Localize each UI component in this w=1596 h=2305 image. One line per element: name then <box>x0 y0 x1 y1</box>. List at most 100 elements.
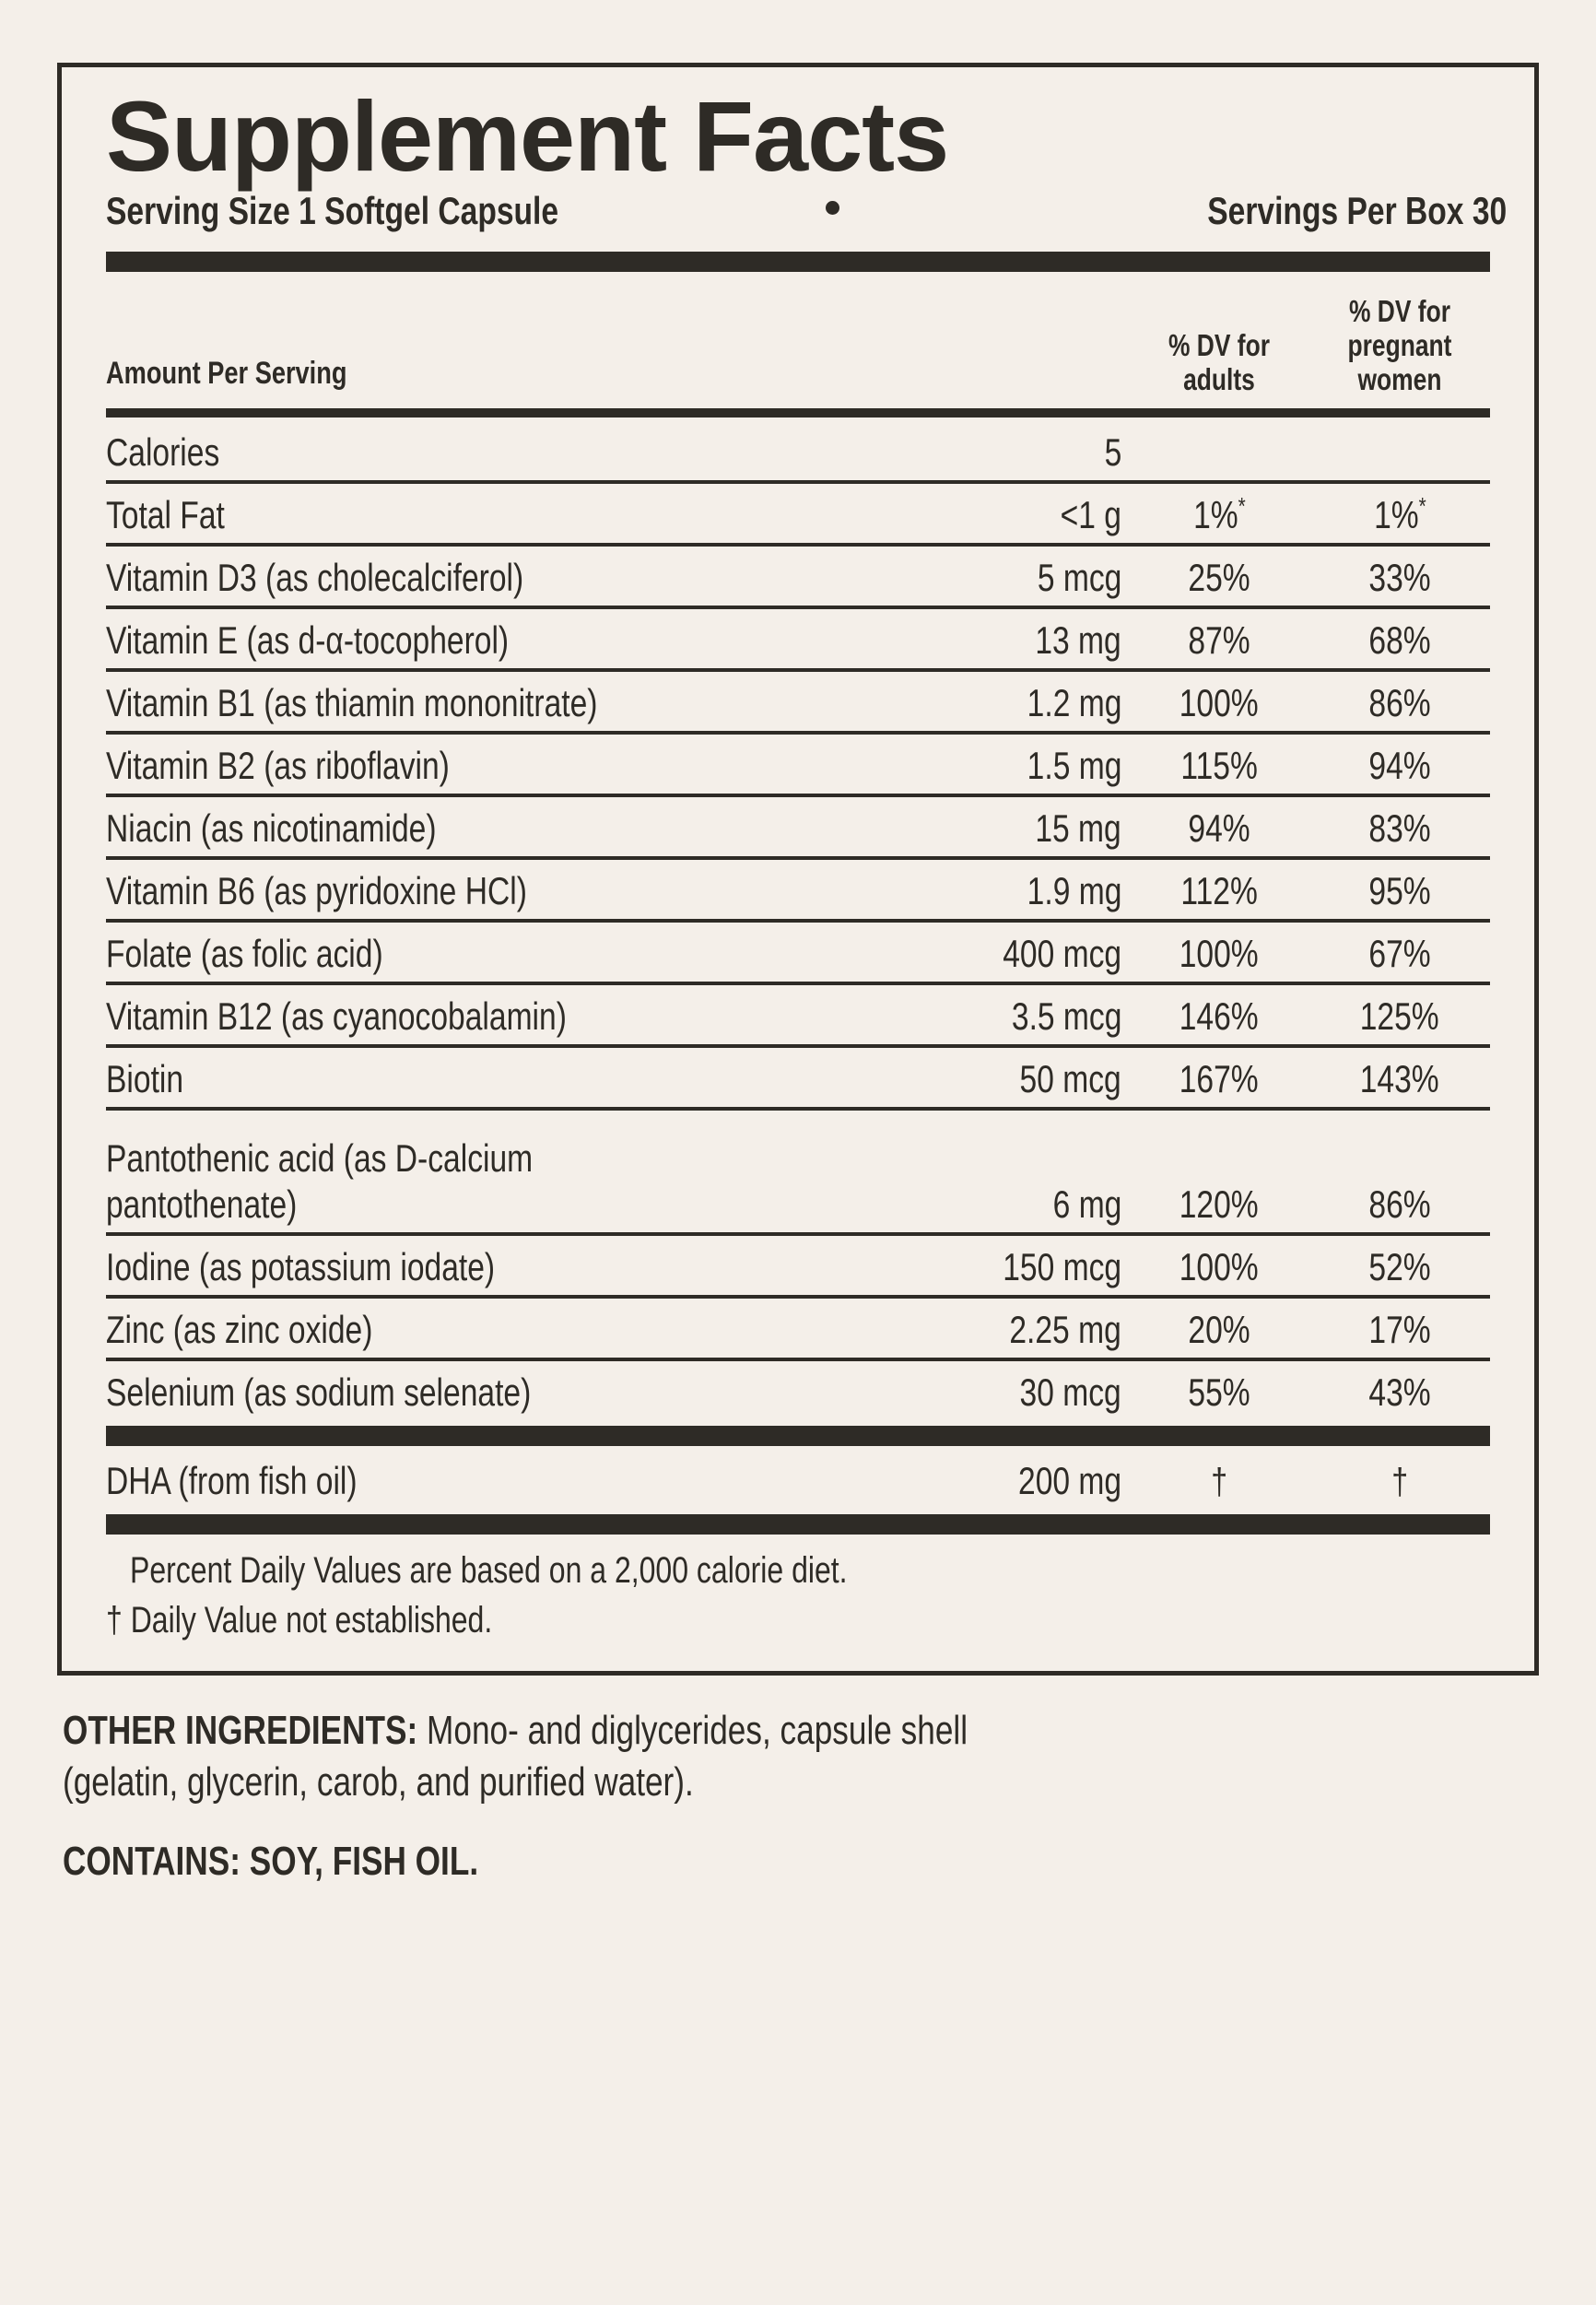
nutrient-dv-pregnant: 86% <box>1368 1182 1431 1227</box>
nutrient-dv-adults: 112% <box>1180 869 1258 913</box>
nutrient-dv-adults: 55% <box>1188 1370 1250 1415</box>
nutrient-amount: 1.5 mg <box>1027 744 1121 788</box>
nutrient-amount: 200 mg <box>1017 1459 1121 1503</box>
nutrient-amount: 400 mcg <box>1003 932 1121 976</box>
nutrient-dv-adults: 115% <box>1180 744 1258 788</box>
supplement-facts-panel: Supplement Facts Serving Size 1 Softgel … <box>57 63 1539 1676</box>
table-row: Pantothenic acid (as D-calcium pantothen… <box>106 1107 1490 1232</box>
nutrient-amount: 6 mg <box>1052 1182 1121 1227</box>
nutrient-dv-pregnant: 17% <box>1368 1308 1431 1352</box>
nutrient-dv-adults <box>1129 430 1309 480</box>
serving-size: Serving Size 1 Softgel Capsule <box>106 189 672 233</box>
bullet-dot-icon <box>826 201 840 216</box>
nutrient-name: Vitamin E (as d-α-tocopherol) <box>106 618 510 663</box>
nutrient-dv-adults: 146% <box>1179 994 1259 1039</box>
table-row: Folate (as folic acid) 400 mcg 100% 67% <box>106 919 1490 982</box>
table-row: Total Fat <1 g 1%* 1%* <box>106 480 1490 543</box>
other-ingredients-section: OTHER INGREDIENTS: Mono- and diglyceride… <box>63 1707 1539 1889</box>
nutrients-table: Calories 5 Total Fat <1 g 1%* 1%* Vitami… <box>106 417 1490 1420</box>
nutrient-dv-adults: † <box>1211 1462 1227 1503</box>
other-ingredients-heading: OTHER INGREDIENTS: <box>63 1708 418 1754</box>
nutrient-dv-pregnant: 95% <box>1368 869 1431 913</box>
table-row: Vitamin B6 (as pyridoxine HCl) 1.9 mg 11… <box>106 856 1490 919</box>
divider-under-headers <box>106 408 1490 418</box>
nutrient-dv-pregnant: 143% <box>1360 1057 1439 1101</box>
other-ingredients-line-2: (gelatin, glycerin, carob, and purified … <box>63 1758 1539 1810</box>
nutrient-dv-adults: 25% <box>1188 556 1250 600</box>
nutrient-dv-adults: 100% <box>1179 1245 1259 1289</box>
nutrient-dv-adults: 120% <box>1179 1182 1259 1227</box>
divider-thick-top <box>106 252 1490 273</box>
nutrient-name: Folate (as folic acid) <box>106 932 383 976</box>
page-title: Supplement Facts <box>106 80 949 192</box>
nutrient-dv-adults: 20% <box>1188 1308 1250 1352</box>
nutrient-amount: 3.5 mcg <box>1011 994 1121 1039</box>
separator-dot-wrap <box>672 201 1132 216</box>
table-row: Vitamin E (as d-α-tocopherol) 13 mg 87% … <box>106 606 1490 668</box>
serving-info-row: Serving Size 1 Softgel Capsule Servings … <box>106 189 1507 241</box>
other-ingredients-text-1: Mono- and diglycerides, capsule shell <box>427 1708 968 1754</box>
table-row: Vitamin B12 (as cyanocobalamin) 3.5 mcg … <box>106 982 1490 1044</box>
table-row: Vitamin B2 (as riboflavin) 1.5 mg 115% 9… <box>106 731 1490 794</box>
other-ingredients-text-2: (gelatin, glycerin, carob, and purified … <box>63 1759 694 1805</box>
table-row: Niacin (as nicotinamide) 15 mg 94% 83% <box>106 794 1490 856</box>
table-row: Vitamin D3 (as cholecalciferol) 5 mcg 25… <box>106 543 1490 606</box>
nutrient-dv-pregnant: 1%* <box>1373 492 1426 537</box>
nutrient-amount: 1.9 mg <box>1027 869 1121 913</box>
nutrient-amount: 50 mcg <box>1019 1057 1121 1101</box>
footnote-star: * <box>1238 492 1246 521</box>
dv-pregnant-header: % DV for pregnant women <box>1347 294 1452 397</box>
nutrient-dv-adults: 87% <box>1188 618 1250 663</box>
nutrient-name: DHA (from fish oil) <box>106 1459 358 1503</box>
nutrient-name: Vitamin B2 (as riboflavin) <box>106 744 450 788</box>
nutrient-amount: 30 mcg <box>1019 1370 1121 1415</box>
nutrient-name: Pantothenic acid (as D-calcium pantothen… <box>106 1136 534 1226</box>
nutrient-name: Biotin <box>106 1057 184 1101</box>
servings-per-container: Servings Per Box 30 <box>1132 189 1507 233</box>
nutrient-name: Selenium (as sodium selenate) <box>106 1370 532 1415</box>
nutrient-amount: <1 g <box>1060 493 1121 537</box>
nutrient-amount: 2.25 mg <box>1009 1308 1121 1352</box>
nutrient-name: Total Fat <box>106 493 225 537</box>
footnote-star: * <box>1418 492 1426 521</box>
nutrient-dv-pregnant: † <box>1391 1462 1408 1503</box>
nutrient-amount: 5 <box>1104 430 1121 475</box>
nutrient-name: Calories <box>106 430 220 475</box>
nutrient-dv-pregnant: 67% <box>1368 932 1431 976</box>
table-row: Calories 5 <box>106 417 1490 480</box>
nutrient-dv-adults: 100% <box>1179 681 1259 725</box>
table-row: Zinc (as zinc oxide) 2.25 mg 20% 17% <box>106 1295 1490 1358</box>
footnote-daily-values: Percent Daily Values are based on a 2,00… <box>130 1550 848 1592</box>
nutrient-name: Niacin (as nicotinamide) <box>106 806 437 851</box>
divider-thick-after-dha <box>106 1514 1490 1535</box>
table-column-headers: Amount Per Serving % DV for adults % DV … <box>106 272 1490 408</box>
nutrient-name: Vitamin D3 (as cholecalciferol) <box>106 556 524 600</box>
nutrient-amount: 1.2 mg <box>1027 681 1121 725</box>
servings-per-container-text: Servings Per Box 30 <box>1207 189 1507 233</box>
footnotes: Percent Daily Values are based on a 2,00… <box>106 1535 1490 1647</box>
table-row: Biotin 50 mcg 167% 143% <box>106 1044 1490 1107</box>
nutrient-dv-adults: 94% <box>1188 806 1250 851</box>
nutrient-name: Zinc (as zinc oxide) <box>106 1308 373 1352</box>
nutrient-name: Vitamin B12 (as cyanocobalamin) <box>106 994 567 1039</box>
nutrient-dv-pregnant <box>1309 430 1490 480</box>
serving-size-text: Serving Size 1 Softgel Capsule <box>106 189 559 233</box>
nutrient-dv-adults: 167% <box>1179 1057 1259 1101</box>
other-ingredients-line-1: OTHER INGREDIENTS: Mono- and diglyceride… <box>63 1707 1539 1758</box>
nutrient-dv-pregnant: 33% <box>1368 556 1431 600</box>
table-row: Iodine (as potassium iodate) 150 mcg 100… <box>106 1232 1490 1295</box>
nutrient-dv-pregnant: 52% <box>1368 1245 1431 1289</box>
nutrient-name: Vitamin B6 (as pyridoxine HCl) <box>106 869 527 913</box>
nutrient-amount: 13 mg <box>1035 618 1121 663</box>
nutrient-dv-pregnant: 43% <box>1368 1370 1431 1415</box>
nutrient-dv-pregnant: 68% <box>1368 618 1431 663</box>
table-row: Vitamin B1 (as thiamin mononitrate) 1.2 … <box>106 668 1490 731</box>
table-row: Selenium (as sodium selenate) 30 mcg 55%… <box>106 1358 1490 1420</box>
nutrient-name: Vitamin B1 (as thiamin mononitrate) <box>106 681 598 725</box>
table-row: DHA (from fish oil) 200 mg † † <box>106 1446 1490 1509</box>
nutrient-amount: 15 mg <box>1035 806 1121 851</box>
extra-nutrients-table: DHA (from fish oil) 200 mg † † <box>106 1446 1490 1509</box>
nutrient-dv-adults: 100% <box>1179 932 1259 976</box>
divider-thick-before-dha <box>106 1426 1490 1447</box>
